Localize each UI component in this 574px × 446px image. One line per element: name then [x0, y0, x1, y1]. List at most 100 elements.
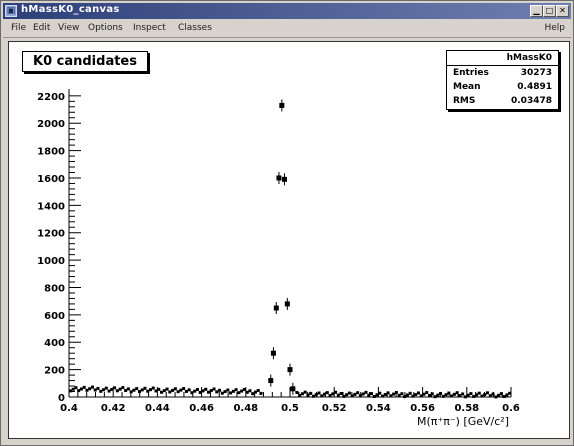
background-marker: [392, 392, 396, 396]
background-marker: [364, 390, 368, 394]
background-marker: [129, 390, 133, 394]
background-marker: [306, 393, 310, 397]
background-marker: [251, 392, 255, 396]
background-marker: [463, 395, 467, 399]
background-marker: [229, 391, 233, 395]
background-marker: [173, 387, 177, 391]
y-tick-label: 1800: [37, 147, 65, 158]
background-marker: [505, 393, 509, 397]
background-marker: [378, 391, 382, 395]
menu-bar: File Edit View Options Inspect Classes H…: [3, 21, 571, 38]
background-marker: [93, 388, 97, 392]
stats-row-mean: Mean 0.4891: [447, 80, 558, 94]
background-marker: [336, 393, 340, 397]
background-marker: [126, 387, 130, 391]
background-marker: [441, 394, 445, 398]
stats-row-rms: RMS 0.03478: [447, 94, 558, 108]
background-marker: [323, 392, 327, 396]
background-marker: [151, 386, 155, 390]
peak-markers: [268, 99, 296, 395]
background-marker: [198, 390, 202, 394]
background-marker: [74, 386, 78, 390]
background-marker: [439, 391, 443, 395]
background-marker: [480, 394, 484, 398]
background-marker: [375, 393, 379, 397]
menu-file[interactable]: File: [11, 23, 27, 33]
background-marker: [411, 394, 415, 398]
background-marker: [386, 391, 390, 395]
background-marker: [295, 391, 299, 395]
background-marker: [107, 389, 111, 393]
menu-help[interactable]: Help: [544, 23, 565, 33]
background-marker: [184, 389, 188, 393]
background-marker: [71, 387, 75, 391]
minimize-icon[interactable]: ▁: [530, 5, 543, 17]
background-marker: [408, 391, 412, 395]
background-marker: [113, 386, 117, 390]
background-marker: [110, 387, 114, 391]
background-marker: [215, 390, 219, 394]
x-tick-label: 0.56: [410, 403, 435, 414]
background-marker: [334, 390, 338, 394]
title-bar[interactable]: ▣ hMassK0_canvas ▁ □ ✕: [3, 3, 571, 19]
background-marker: [400, 392, 404, 396]
background-marker: [68, 389, 72, 393]
menu-classes[interactable]: Classes: [178, 23, 212, 33]
background-marker: [77, 389, 81, 393]
background-marker: [477, 391, 481, 395]
y-tick-label: 600: [44, 311, 65, 322]
background-marker: [369, 392, 373, 396]
background-marker: [469, 392, 473, 396]
y-tick-label: 0: [58, 393, 65, 404]
y-tick-label: 200: [44, 366, 65, 377]
background-marker: [491, 392, 495, 396]
menu-options[interactable]: Options: [88, 23, 123, 33]
background-marker: [204, 387, 208, 391]
background-marker: [207, 390, 211, 394]
background-marker: [135, 387, 139, 391]
background-marker: [240, 389, 244, 393]
app-icon[interactable]: ▣: [5, 5, 17, 17]
x-tick-label: 0.44: [145, 403, 170, 414]
background-marker: [497, 393, 501, 397]
background-marker: [314, 393, 318, 397]
background-marker: [433, 395, 437, 399]
background-marker: [466, 393, 470, 397]
y-tick-label: 1400: [37, 201, 65, 212]
background-marker: [389, 394, 393, 398]
background-marker: [472, 394, 476, 398]
close-icon[interactable]: ✕: [556, 5, 569, 17]
background-marker: [104, 386, 108, 390]
background-marker: [96, 386, 100, 390]
stats-key: Mean: [453, 82, 481, 92]
background-marker: [187, 388, 191, 392]
background-marker: [248, 389, 252, 393]
background-marker: [132, 388, 136, 392]
maximize-icon[interactable]: □: [543, 5, 556, 17]
background-marker: [223, 390, 227, 394]
background-marker: [82, 385, 86, 389]
background-marker: [320, 394, 324, 398]
background-marker: [300, 392, 304, 396]
background-marker: [102, 388, 106, 392]
background-marker: [157, 387, 161, 391]
background-marker: [85, 388, 89, 392]
menu-edit[interactable]: Edit: [33, 23, 51, 33]
background-marker: [372, 394, 376, 398]
histogram-plot: 0 200 400 600 800 1000 1200 1400 1600 1800 2000 220…: [37, 89, 520, 428]
menu-inspect[interactable]: Inspect: [133, 23, 166, 33]
background-marker: [220, 391, 224, 395]
background-marker: [162, 389, 166, 393]
stats-row-entries: Entries 30273: [447, 66, 558, 80]
background-marker: [483, 392, 487, 396]
background-marker: [165, 387, 169, 391]
plot-canvas[interactable]: 0 200 400 600 800 1000 1200 1400 1600 1800 2000 220…: [8, 41, 570, 439]
background-marker: [383, 392, 387, 396]
menu-view[interactable]: View: [58, 23, 80, 33]
background-marker: [171, 388, 175, 392]
background-marker: [90, 385, 94, 389]
stats-box[interactable]: hMassK0 Entries 30273 Mean 0.4891 RMS 0.…: [446, 50, 559, 110]
background-marker: [317, 391, 321, 395]
background-marker: [146, 389, 150, 393]
y-tick-label: 2000: [37, 119, 65, 130]
